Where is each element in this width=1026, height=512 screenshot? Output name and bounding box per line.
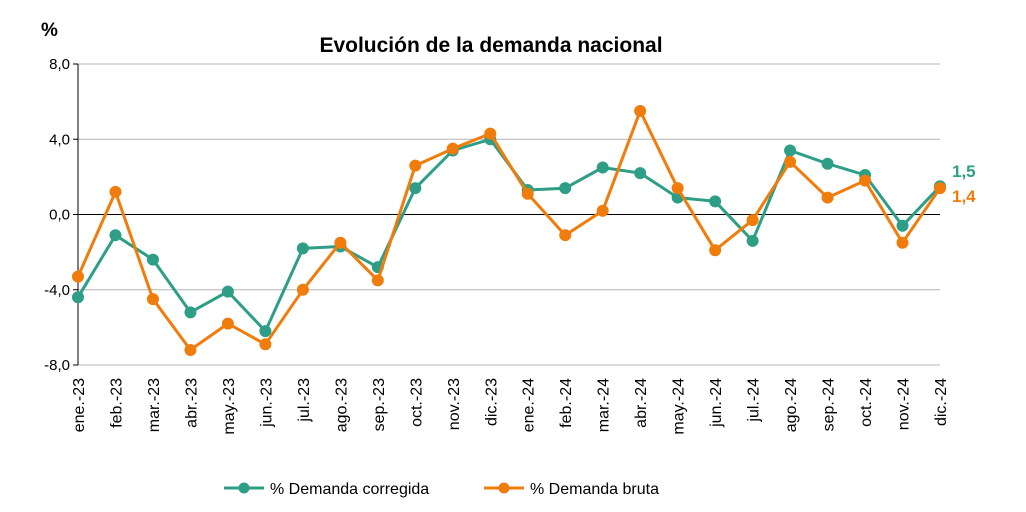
gridlines [78,63,940,366]
data-point [409,159,422,172]
x-tick-label: mar.-24 [596,378,613,432]
data-point [259,338,272,351]
x-tick-label: abr.-24 [633,378,650,428]
y-unit-label: % [41,20,58,41]
data-point [221,285,234,298]
data-point [409,182,422,195]
x-tick-label: jun.-24 [708,378,725,428]
x-tick-label: ago.-23 [333,378,350,432]
data-point [146,293,159,306]
data-point [934,182,946,195]
y-tick-label: 8,0 [49,56,70,73]
data-point [709,244,722,257]
data-point [559,229,572,242]
data-point [296,283,309,296]
x-tick-label: nov.-23 [446,378,463,430]
x-tick-label: feb.-24 [558,378,575,428]
legend-label: % Demanda bruta [530,481,659,498]
legend-swatch-marker [238,482,250,494]
data-point [596,204,609,217]
data-point [521,187,534,200]
data-point [746,234,759,247]
data-point [72,291,84,304]
y-tick-label: 0,0 [49,207,70,224]
x-tick-label: ago.-24 [783,378,800,432]
chart-title: Evolución de la demanda nacional [319,34,662,57]
data-point [484,127,497,140]
data-point [896,236,909,249]
data-point [221,317,234,330]
x-tick-label: ene.-24 [521,378,538,432]
x-axis-ticks: ene.-23 feb.-23 mar.-23 abr.-23 may.-23 jun.-… [71,378,950,435]
x-tick-label: sep.-24 [821,378,838,431]
y-axis-ticks: 8,0 4,0 0,0 -4,0 -8,0 [44,56,78,374]
data-point [746,214,759,227]
x-tick-label: may.-23 [221,378,238,435]
data-point [709,195,722,208]
data-point [109,185,122,198]
x-tick-label: feb.-23 [108,378,125,428]
data-point [184,343,197,356]
series-end-label: 1,4 [952,187,976,206]
x-tick-label: dic.-23 [483,378,500,426]
data-point [784,144,797,157]
x-tick-label: abr.-23 [183,378,200,428]
data-point [896,219,909,232]
data-point [296,242,309,255]
x-tick-label: jul.-24 [746,378,763,423]
series-1 [72,105,946,356]
end-labels: 1,51,4 [952,162,976,206]
data-point [821,191,834,204]
y-tick-label: -4,0 [44,282,70,299]
data-point [634,167,647,180]
data-point [559,182,572,195]
x-tick-label: dic.-24 [933,378,950,426]
axes [77,64,940,365]
series-end-label: 1,5 [952,162,976,181]
x-tick-label: nov.-24 [896,378,913,430]
x-tick-label: ene.-23 [71,378,88,432]
x-tick-label: sep.-23 [371,378,388,431]
x-tick-label: may.-24 [671,378,688,435]
data-point [821,157,834,170]
data-point [634,105,647,118]
y-tick-label: -8,0 [44,357,70,374]
data-point [446,142,459,155]
series-layer [72,105,946,356]
legend-label: % Demanda corregida [270,481,429,498]
data-point [109,229,122,242]
data-point [146,253,159,266]
x-tick-label: jul.-23 [296,378,313,423]
data-point [334,236,347,249]
legend-swatch-marker [498,482,510,494]
x-tick-label: oct.-24 [858,378,875,427]
legend: % Demanda corregida % Demanda bruta [224,481,659,498]
series-line [76,137,942,333]
series-line [76,109,942,352]
y-tick-label: 4,0 [49,131,70,148]
x-tick-label: jun.-23 [258,378,275,428]
data-point [671,182,684,195]
data-point [371,274,384,287]
data-point [596,161,609,174]
x-tick-label: oct.-23 [408,378,425,427]
data-point [259,325,272,338]
data-point [784,155,797,168]
x-tick-label: mar.-23 [146,378,163,432]
data-point [184,306,197,319]
data-point [72,270,84,283]
data-point [859,174,872,187]
